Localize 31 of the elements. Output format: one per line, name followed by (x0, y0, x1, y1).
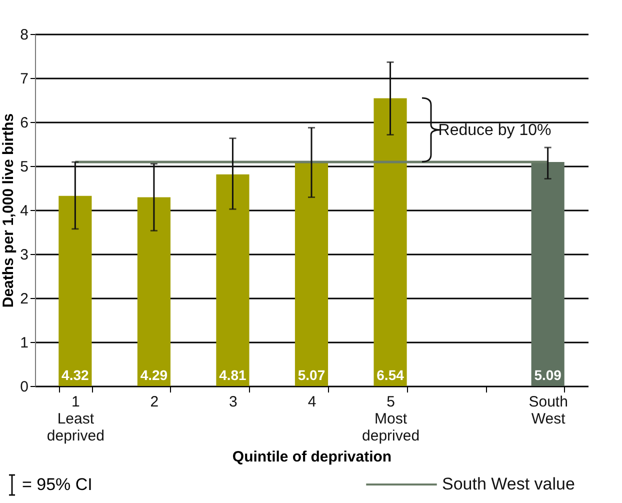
y-tick-label: 2 (20, 290, 28, 308)
data-label: 5.09 (534, 367, 562, 383)
y-tick-label: 0 (20, 378, 28, 396)
y-tick-label: 5 (20, 158, 28, 176)
y-axis-title: Deaths per 1,000 live births (0, 113, 18, 308)
data-label: 4.29 (140, 367, 168, 383)
annotation: Reduce by 10% (438, 122, 552, 140)
bar (294, 162, 328, 386)
x-tick-label: 3 (229, 394, 238, 410)
legend-label: South West value (442, 474, 575, 494)
data-label: 4.32 (62, 367, 90, 383)
x-tick-label: South West (528, 394, 568, 428)
data-label: 4.81 (219, 367, 247, 383)
bar (137, 197, 170, 386)
x-tick-label: 2 (150, 394, 159, 410)
y-tick-label: 7 (20, 70, 28, 88)
x-tick-label: 4 (308, 394, 316, 410)
data-label: 6.54 (376, 367, 404, 383)
y-tick-label: 3 (20, 246, 28, 264)
x-axis-title: Quintile of deprivation (232, 448, 392, 466)
text: = 95% CI (22, 475, 92, 495)
y-tick-label: 6 (20, 114, 28, 132)
data-label: 5.07 (298, 367, 326, 383)
x-tick-label: 1 Least deprived (46, 394, 104, 444)
bar (58, 196, 92, 386)
y-tick-label: 4 (20, 202, 28, 220)
y-tick-label: 8 (20, 26, 28, 44)
bar (374, 98, 407, 386)
y-tick-label: 1 (20, 334, 28, 352)
bar (216, 174, 250, 386)
x-tick-label: 5 Most deprived (362, 394, 420, 444)
